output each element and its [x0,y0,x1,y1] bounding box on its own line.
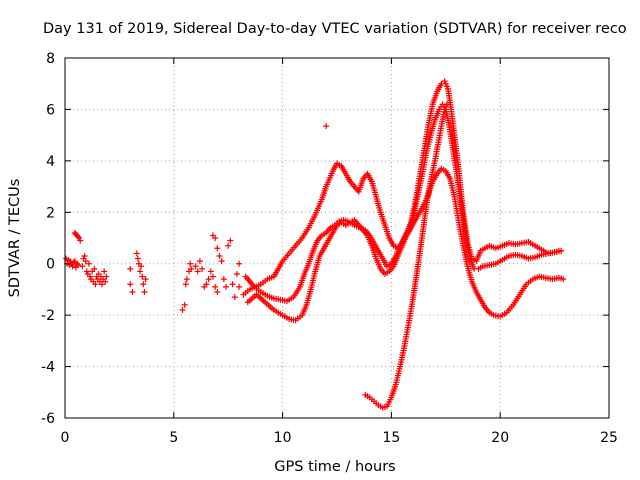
data-point [70,259,77,266]
data-point [209,273,216,280]
y-tick-label: -2 [41,308,55,324]
data-point [85,260,92,267]
data-point [558,247,565,254]
data-point [227,237,234,244]
grid-lines [65,58,609,418]
data-point [91,265,98,272]
y-tick-label: -6 [41,411,55,427]
x-tick-label: 20 [491,430,509,446]
data-point [216,253,223,259]
data-point [138,263,145,270]
data-point [443,101,450,108]
data-point [214,289,221,295]
data-point [214,245,221,252]
data-point [223,283,230,290]
data-point [79,263,86,270]
data-point [194,268,201,275]
data-point [101,268,108,275]
data-point [69,263,76,270]
y-tick-label: 8 [46,51,55,67]
data-point [75,262,82,268]
data-point [236,260,243,267]
data-point [75,233,82,240]
plot-frame [64,57,610,419]
data-point [205,276,212,283]
data-point [102,278,109,285]
data-point [98,281,105,288]
data-point [196,258,203,265]
y-axis-label: SDTVAR / TECUs [7,179,23,298]
y-tick-label: -4 [41,360,55,376]
data-point [233,271,240,277]
data-point [77,237,84,244]
data-point [141,289,148,295]
data-point [182,281,189,288]
y-tick-label: 2 [46,205,55,221]
x-tick-label: 5 [169,430,178,446]
data-point [73,260,80,267]
data-point [183,276,190,283]
data-point [103,273,110,280]
data-point [140,281,147,288]
data-point [127,281,134,288]
data-point [133,250,140,257]
data-point [192,263,199,270]
data-point [212,283,219,290]
data-point [127,265,134,272]
x-axis-label: GPS time / hours [274,459,395,475]
y-tick-label: 6 [46,102,55,118]
y-tick-label: 4 [46,154,55,170]
data-point [179,307,186,313]
data-point [212,235,219,241]
data-point [134,255,141,262]
data-point [207,268,214,275]
data-point [188,265,195,272]
data-point [81,253,88,259]
x-tick-label: 25 [600,430,618,446]
outlier-point [323,123,330,130]
data-point [231,294,238,301]
data-point [218,258,225,265]
data-point [220,276,227,283]
axis-ticks: 0 5 10 15 20 25 -6 -4 -2 0 2 4 6 8 [41,51,618,446]
data-point [139,273,146,280]
data-point [181,301,188,308]
x-tick-label: 15 [382,430,400,446]
data-point [236,283,243,290]
data-point [225,242,232,249]
data-point [203,281,210,288]
data-point [199,265,206,272]
x-tick-label: 0 [61,430,70,446]
data-point [82,258,89,265]
data-point [560,276,567,283]
data-point [142,276,149,283]
data-points [63,78,567,411]
data-point [137,268,144,275]
data-point [129,289,136,295]
chart-title: Day 131 of 2019, Sidereal Day-to-day VTE… [43,21,627,37]
data-point [187,260,194,267]
y-tick-label: 0 [46,257,55,273]
data-point [92,281,99,288]
x-tick-label: 10 [274,430,292,446]
data-point [229,281,236,288]
